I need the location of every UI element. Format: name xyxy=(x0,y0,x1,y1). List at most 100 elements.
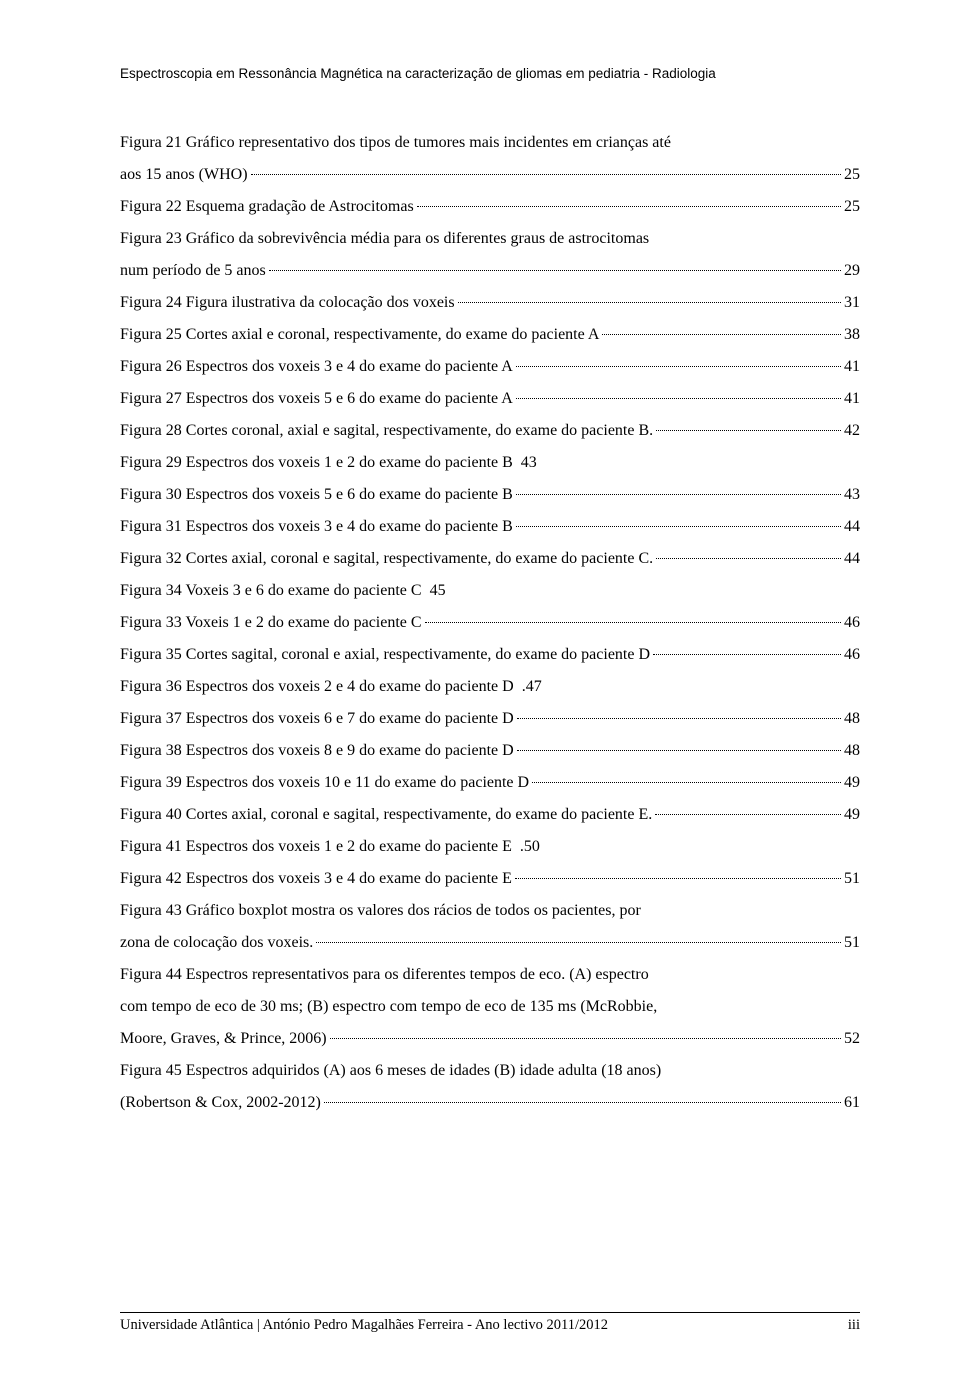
lof-entry: Figura 36 Espectros dos voxeis 2 e 4 do … xyxy=(120,671,860,703)
lof-entry-text: Figura 26 Espectros dos voxeis 3 e 4 do … xyxy=(120,351,513,383)
lof-page-number: 31 xyxy=(844,287,860,319)
lof-page-number: 25 xyxy=(844,159,860,191)
lof-entry: Figura 42 Espectros dos voxeis 3 e 4 do … xyxy=(120,863,860,895)
lof-page-number: 41 xyxy=(844,383,860,415)
lof-entry-text: Figura 39 Espectros dos voxeis 10 e 11 d… xyxy=(120,767,529,799)
lof-page-number: 48 xyxy=(844,735,860,767)
lof-page-number: 44 xyxy=(844,543,860,575)
lof-entry-text: Figura 30 Espectros dos voxeis 5 e 6 do … xyxy=(120,479,513,511)
lof-entry-text: (Robertson & Cox, 2002-2012) xyxy=(120,1087,321,1119)
lof-entry-text: num período de 5 anos xyxy=(120,255,266,287)
lof-entry-text: aos 15 anos (WHO) xyxy=(120,159,248,191)
lof-page-number: 46 xyxy=(844,607,860,639)
lof-leader-dots xyxy=(516,366,841,367)
lof-leader-dots xyxy=(324,1102,841,1103)
lof-entry: Moore, Graves, & Prince, 2006) 52 xyxy=(120,1023,860,1055)
lof-leader-dots xyxy=(602,334,841,335)
lof-entry: Figura 25 Cortes axial e coronal, respec… xyxy=(120,319,860,351)
lof-entry: Figura 38 Espectros dos voxeis 8 e 9 do … xyxy=(120,735,860,767)
lof-entry: Figura 22 Esquema gradação de Astrocitom… xyxy=(120,191,860,223)
lof-page-number: 48 xyxy=(844,703,860,735)
lof-page-number: 61 xyxy=(844,1087,860,1119)
lof-entry-text: Figura 24 Figura ilustrativa da colocaçã… xyxy=(120,287,455,319)
lof-page-number: 52 xyxy=(844,1023,860,1055)
lof-entry-text: Figura 37 Espectros dos voxeis 6 e 7 do … xyxy=(120,703,514,735)
lof-page-number: 38 xyxy=(844,319,860,351)
lof-entry: Figura 32 Cortes axial, coronal e sagita… xyxy=(120,543,860,575)
lof-entry-text: Figura 27 Espectros dos voxeis 5 e 6 do … xyxy=(120,383,513,415)
lof-entry: Figura 33 Voxeis 1 e 2 do exame do pacie… xyxy=(120,607,860,639)
lof-page-number: 43 xyxy=(844,479,860,511)
lof-leader-dots xyxy=(532,782,841,783)
lof-page-number: 42 xyxy=(844,415,860,447)
lof-leader-dots xyxy=(269,270,841,271)
lof-entry-text: Figura 41 Espectros dos voxeis 1 e 2 do … xyxy=(120,831,512,863)
lof-entry-text: Figura 25 Cortes axial e coronal, respec… xyxy=(120,319,599,351)
lof-entry-line: com tempo de eco de 30 ms; (B) espectro … xyxy=(120,991,860,1023)
lof-entry: Figura 31 Espectros dos voxeis 3 e 4 do … xyxy=(120,511,860,543)
lof-leader-dots xyxy=(425,622,841,623)
lof-page-number: 25 xyxy=(844,191,860,223)
lof-entry-text: Figura 36 Espectros dos voxeis 2 e 4 do … xyxy=(120,671,514,703)
lof-entry: Figura 24 Figura ilustrativa da colocaçã… xyxy=(120,287,860,319)
lof-page-number: 51 xyxy=(844,927,860,959)
lof-page-number: 43 xyxy=(521,447,537,479)
lof-entry-text: Figura 40 Cortes axial, coronal e sagita… xyxy=(120,799,652,831)
lof-page-number: 51 xyxy=(844,863,860,895)
lof-entry-text: Moore, Graves, & Prince, 2006) xyxy=(120,1023,327,1055)
page-header: Espectroscopia em Ressonância Magnética … xyxy=(120,66,860,81)
lof-leader-dots xyxy=(517,718,841,719)
footer-divider xyxy=(120,1312,860,1313)
lof-entry: (Robertson & Cox, 2002-2012) 61 xyxy=(120,1087,860,1119)
lof-entry: Figura 27 Espectros dos voxeis 5 e 6 do … xyxy=(120,383,860,415)
lof-leader-dots xyxy=(458,302,841,303)
lof-page-number: 41 xyxy=(844,351,860,383)
lof-entry-text: Figura 34 Voxeis 3 e 6 do exame do pacie… xyxy=(120,575,422,607)
lof-leader-dots xyxy=(316,942,841,943)
lof-entry: num período de 5 anos 29 xyxy=(120,255,860,287)
lof-entry: Figura 37 Espectros dos voxeis 6 e 7 do … xyxy=(120,703,860,735)
lof-entry: Figura 28 Cortes coronal, axial e sagita… xyxy=(120,415,860,447)
lof-entry-text: zona de colocação dos voxeis. xyxy=(120,927,313,959)
lof-leader-dots xyxy=(653,654,841,655)
lof-entry-text: Figura 35 Cortes sagital, coronal e axia… xyxy=(120,639,650,671)
lof-entry-text: Figura 28 Cortes coronal, axial e sagita… xyxy=(120,415,653,447)
lof-page-number: 45 xyxy=(430,575,446,607)
lof-page-number: .50 xyxy=(520,831,540,863)
lof-leader-dots xyxy=(517,750,841,751)
lof-page-number: .47 xyxy=(522,671,542,703)
lof-entry: zona de colocação dos voxeis. 51 xyxy=(120,927,860,959)
lof-entry: Figura 41 Espectros dos voxeis 1 e 2 do … xyxy=(120,831,860,863)
page-footer: Universidade Atlântica | António Pedro M… xyxy=(120,1312,860,1334)
lof-leader-dots xyxy=(516,526,841,527)
lof-entry: Figura 39 Espectros dos voxeis 10 e 11 d… xyxy=(120,767,860,799)
lof-leader-dots xyxy=(330,1038,841,1039)
lof-entry: Figura 35 Cortes sagital, coronal e axia… xyxy=(120,639,860,671)
lof-leader-dots xyxy=(515,878,841,879)
lof-entry-text: Figura 38 Espectros dos voxeis 8 e 9 do … xyxy=(120,735,514,767)
footer-left-text: Universidade Atlântica | António Pedro M… xyxy=(120,1317,608,1334)
lof-entry-line: Figura 23 Gráfico da sobrevivência média… xyxy=(120,223,860,255)
lof-entry: Figura 29 Espectros dos voxeis 1 e 2 do … xyxy=(120,447,860,479)
lof-entry: aos 15 anos (WHO) 25 xyxy=(120,159,860,191)
lof-entry: Figura 26 Espectros dos voxeis 3 e 4 do … xyxy=(120,351,860,383)
lof-page-number: 49 xyxy=(844,767,860,799)
lof-page-number: 49 xyxy=(844,799,860,831)
lof-entry-line: Figura 45 Espectros adquiridos (A) aos 6… xyxy=(120,1055,860,1087)
lof-page-number: 29 xyxy=(844,255,860,287)
lof-entry: Figura 40 Cortes axial, coronal e sagita… xyxy=(120,799,860,831)
lof-entry-text: Figura 22 Esquema gradação de Astrocitom… xyxy=(120,191,414,223)
footer-page-number: iii xyxy=(848,1317,860,1334)
lof-entry-line: Figura 44 Espectros representativos para… xyxy=(120,959,860,991)
lof-leader-dots xyxy=(516,398,841,399)
lof-entry-line: Figura 43 Gráfico boxplot mostra os valo… xyxy=(120,895,860,927)
lof-entry-text: Figura 29 Espectros dos voxeis 1 e 2 do … xyxy=(120,447,513,479)
lof-page-number: 44 xyxy=(844,511,860,543)
lof-leader-dots xyxy=(655,814,841,815)
lof-leader-dots xyxy=(516,494,841,495)
lof-entry: Figura 34 Voxeis 3 e 6 do exame do pacie… xyxy=(120,575,860,607)
lof-leader-dots xyxy=(251,174,841,175)
lof-entry-line: Figura 21 Gráfico representativo dos tip… xyxy=(120,127,860,159)
lof-entry: Figura 30 Espectros dos voxeis 5 e 6 do … xyxy=(120,479,860,511)
lof-entry-text: Figura 33 Voxeis 1 e 2 do exame do pacie… xyxy=(120,607,422,639)
